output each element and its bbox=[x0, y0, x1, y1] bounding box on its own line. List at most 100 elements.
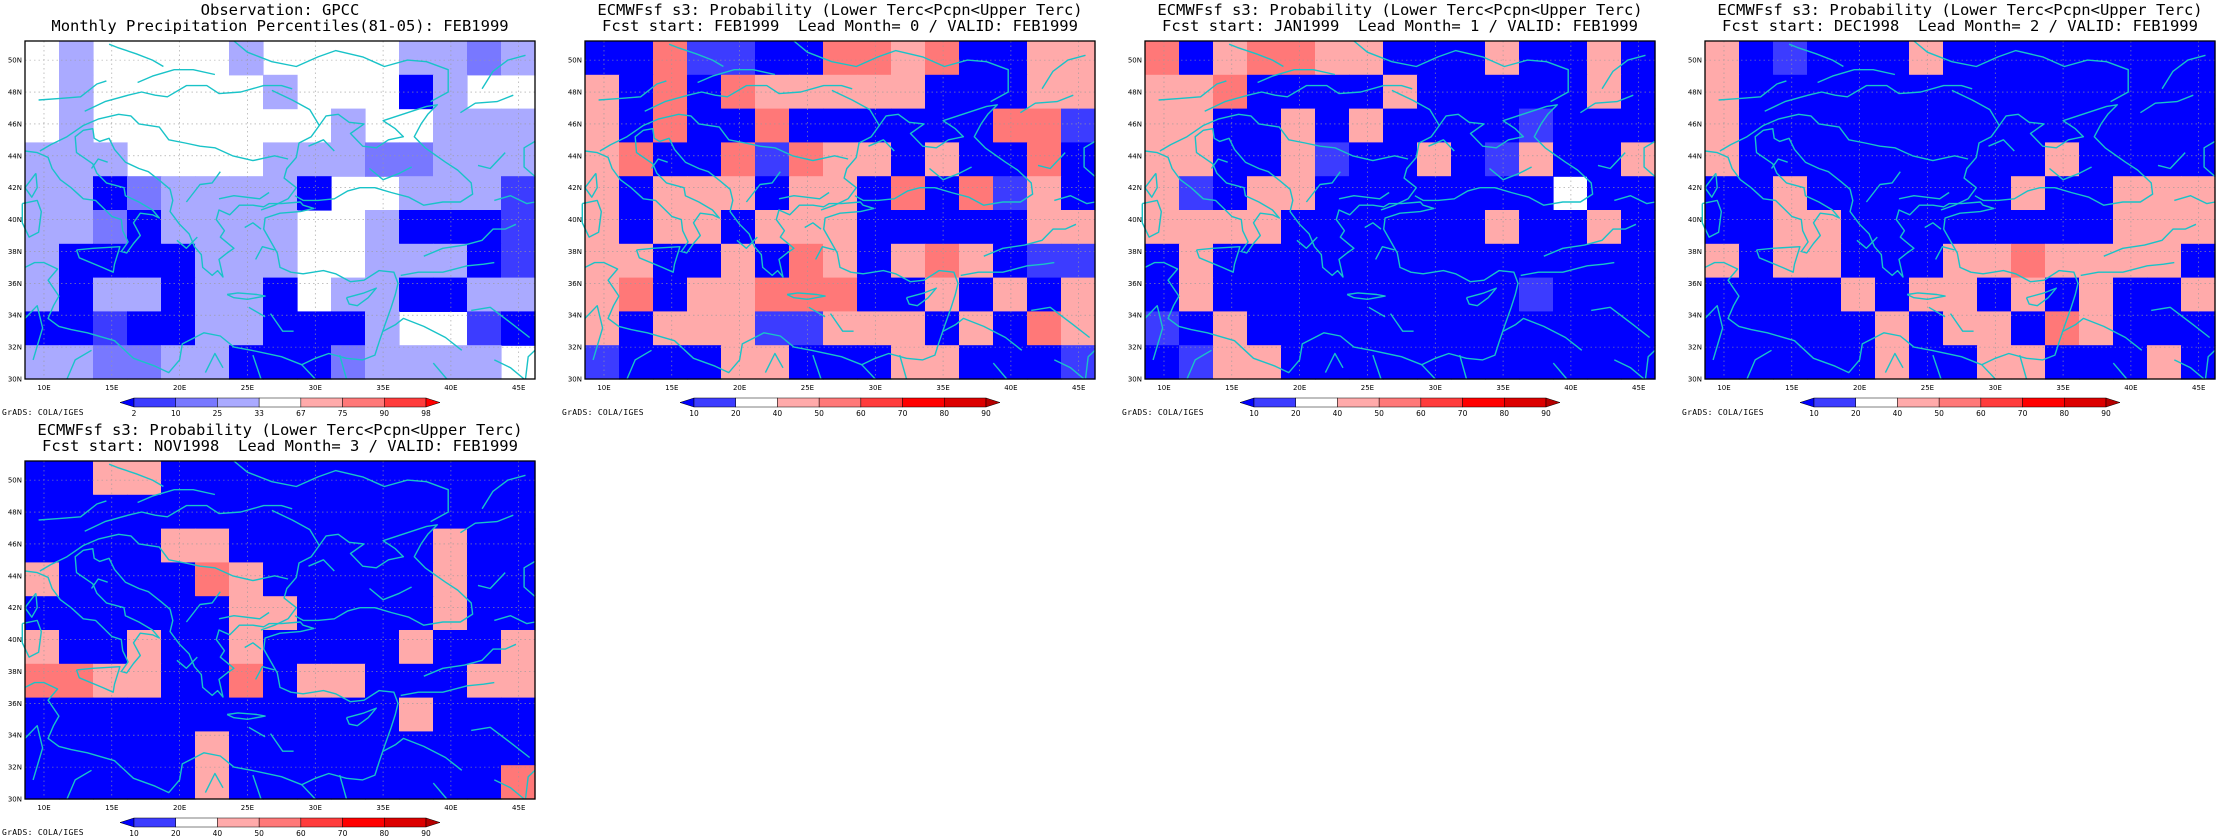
lat-label: 42N bbox=[1688, 184, 1702, 192]
colorbar-label: 80 bbox=[1500, 409, 1510, 418]
coastline bbox=[1597, 152, 1626, 170]
colorbar-label: 50 bbox=[814, 409, 824, 418]
colorbar-bin bbox=[735, 397, 778, 408]
lon-label: 25E bbox=[1921, 384, 1934, 392]
grid-cell bbox=[2113, 277, 2148, 312]
coastline bbox=[301, 784, 316, 800]
colorbar-bin bbox=[902, 397, 945, 408]
grid-cell bbox=[2147, 243, 2182, 279]
coastline bbox=[1228, 43, 1284, 68]
grid-cell bbox=[891, 41, 926, 76]
grid-cell bbox=[93, 176, 128, 211]
grid-cell bbox=[1417, 176, 1452, 211]
coastline bbox=[204, 352, 224, 373]
grid-cell bbox=[1417, 311, 1452, 346]
coastline bbox=[1428, 139, 1455, 152]
grid-cell bbox=[93, 596, 128, 631]
colorbar-bin bbox=[342, 397, 385, 408]
grid-cell bbox=[127, 277, 162, 312]
grid-cell bbox=[1027, 277, 1062, 312]
grid-cell bbox=[891, 277, 926, 312]
lat-label: 34N bbox=[8, 312, 22, 320]
grid-cell bbox=[1281, 108, 1316, 143]
grid-cell bbox=[755, 176, 790, 211]
coastline bbox=[1159, 113, 1409, 162]
grid-cell bbox=[585, 277, 620, 312]
grid-cell bbox=[501, 630, 536, 665]
coastline bbox=[1324, 352, 1344, 373]
colorbar-bin bbox=[1504, 397, 1547, 408]
colorbar: 10 20 40 50 60 70 80 90 bbox=[119, 817, 441, 838]
grid-cell bbox=[501, 176, 536, 211]
grid-cell bbox=[93, 697, 128, 732]
grid-cell bbox=[1451, 243, 1486, 279]
lon-label: 15E bbox=[105, 384, 118, 392]
grid-cell bbox=[1383, 345, 1418, 380]
lon-label: 45E bbox=[512, 804, 525, 812]
colorbar-bin bbox=[175, 817, 218, 828]
coastline bbox=[804, 222, 822, 230]
colorbar-bin bbox=[217, 397, 260, 408]
grid-cell bbox=[127, 663, 162, 699]
panel-title: ECMWFsf s3: Probability (Lower Terc<Pcpn… bbox=[1717, 1, 2203, 19]
grid-cell bbox=[789, 41, 824, 76]
coastline bbox=[523, 140, 536, 178]
map-frame bbox=[1704, 40, 2216, 380]
coastline bbox=[1053, 359, 1085, 380]
grid-cell bbox=[93, 461, 128, 496]
grid-cell bbox=[93, 311, 128, 346]
grid-cell bbox=[2181, 176, 2216, 211]
coastline bbox=[432, 362, 448, 380]
grid-cell bbox=[1739, 345, 1774, 380]
grid-cell bbox=[2011, 243, 2046, 279]
coastline bbox=[204, 772, 224, 793]
lon-label: 20E bbox=[173, 384, 186, 392]
grid-cell bbox=[1519, 74, 1554, 110]
grid-cell bbox=[399, 345, 434, 380]
grid-cell bbox=[1485, 74, 1520, 110]
grid-cell bbox=[297, 731, 332, 766]
coastline bbox=[254, 245, 275, 260]
grid-cell bbox=[229, 528, 264, 563]
grid-cell bbox=[331, 345, 366, 380]
lat-label: 36N bbox=[1128, 280, 1142, 288]
coastline bbox=[1195, 245, 1241, 273]
grid-cell bbox=[365, 311, 400, 346]
lat-label: 50N bbox=[568, 57, 582, 65]
grid-cell bbox=[467, 41, 502, 76]
grid-cell bbox=[1061, 210, 1096, 245]
grads-credit: GrADS: COLA/IGES bbox=[2, 408, 84, 417]
grid-cell bbox=[1485, 311, 1520, 346]
grid-cell bbox=[1553, 311, 1588, 346]
coastline bbox=[345, 707, 377, 727]
grid-cell bbox=[433, 528, 468, 563]
precip-map: 30N 32N 34N 36N 38N 40N 42N 44N 46N 48N 50N 10E 15E 2… bbox=[1128, 40, 1656, 418]
grid-cell bbox=[1909, 345, 1944, 380]
lat-label: 30N bbox=[568, 376, 582, 384]
coastline bbox=[1084, 349, 1096, 380]
grid-cell bbox=[619, 210, 654, 245]
grid-cell bbox=[433, 461, 468, 496]
grid-cell bbox=[263, 562, 298, 597]
grid-cell bbox=[93, 731, 128, 766]
grid-cell bbox=[501, 243, 536, 279]
lat-label: 40N bbox=[568, 216, 582, 224]
coastline bbox=[481, 474, 526, 510]
grid-cell bbox=[399, 41, 434, 76]
coastline bbox=[1346, 292, 1386, 300]
grid-cell bbox=[993, 243, 1028, 279]
grid-cell bbox=[1213, 41, 1248, 76]
coastline bbox=[84, 84, 293, 112]
colorbar-label: 40 bbox=[213, 829, 223, 838]
grid-cell bbox=[263, 765, 298, 800]
grid-cell bbox=[433, 596, 468, 631]
coastline bbox=[697, 68, 776, 84]
grid-cell bbox=[585, 41, 620, 76]
grid-cell bbox=[1909, 108, 1944, 143]
grid-cell bbox=[1807, 243, 1842, 279]
grid-cell bbox=[25, 697, 60, 732]
colorbar: 10 20 40 50 60 70 80 90 bbox=[679, 397, 1001, 418]
lat-label: 50N bbox=[8, 57, 22, 65]
grid-cell bbox=[2045, 108, 2080, 143]
grid-cell bbox=[1061, 277, 1096, 312]
